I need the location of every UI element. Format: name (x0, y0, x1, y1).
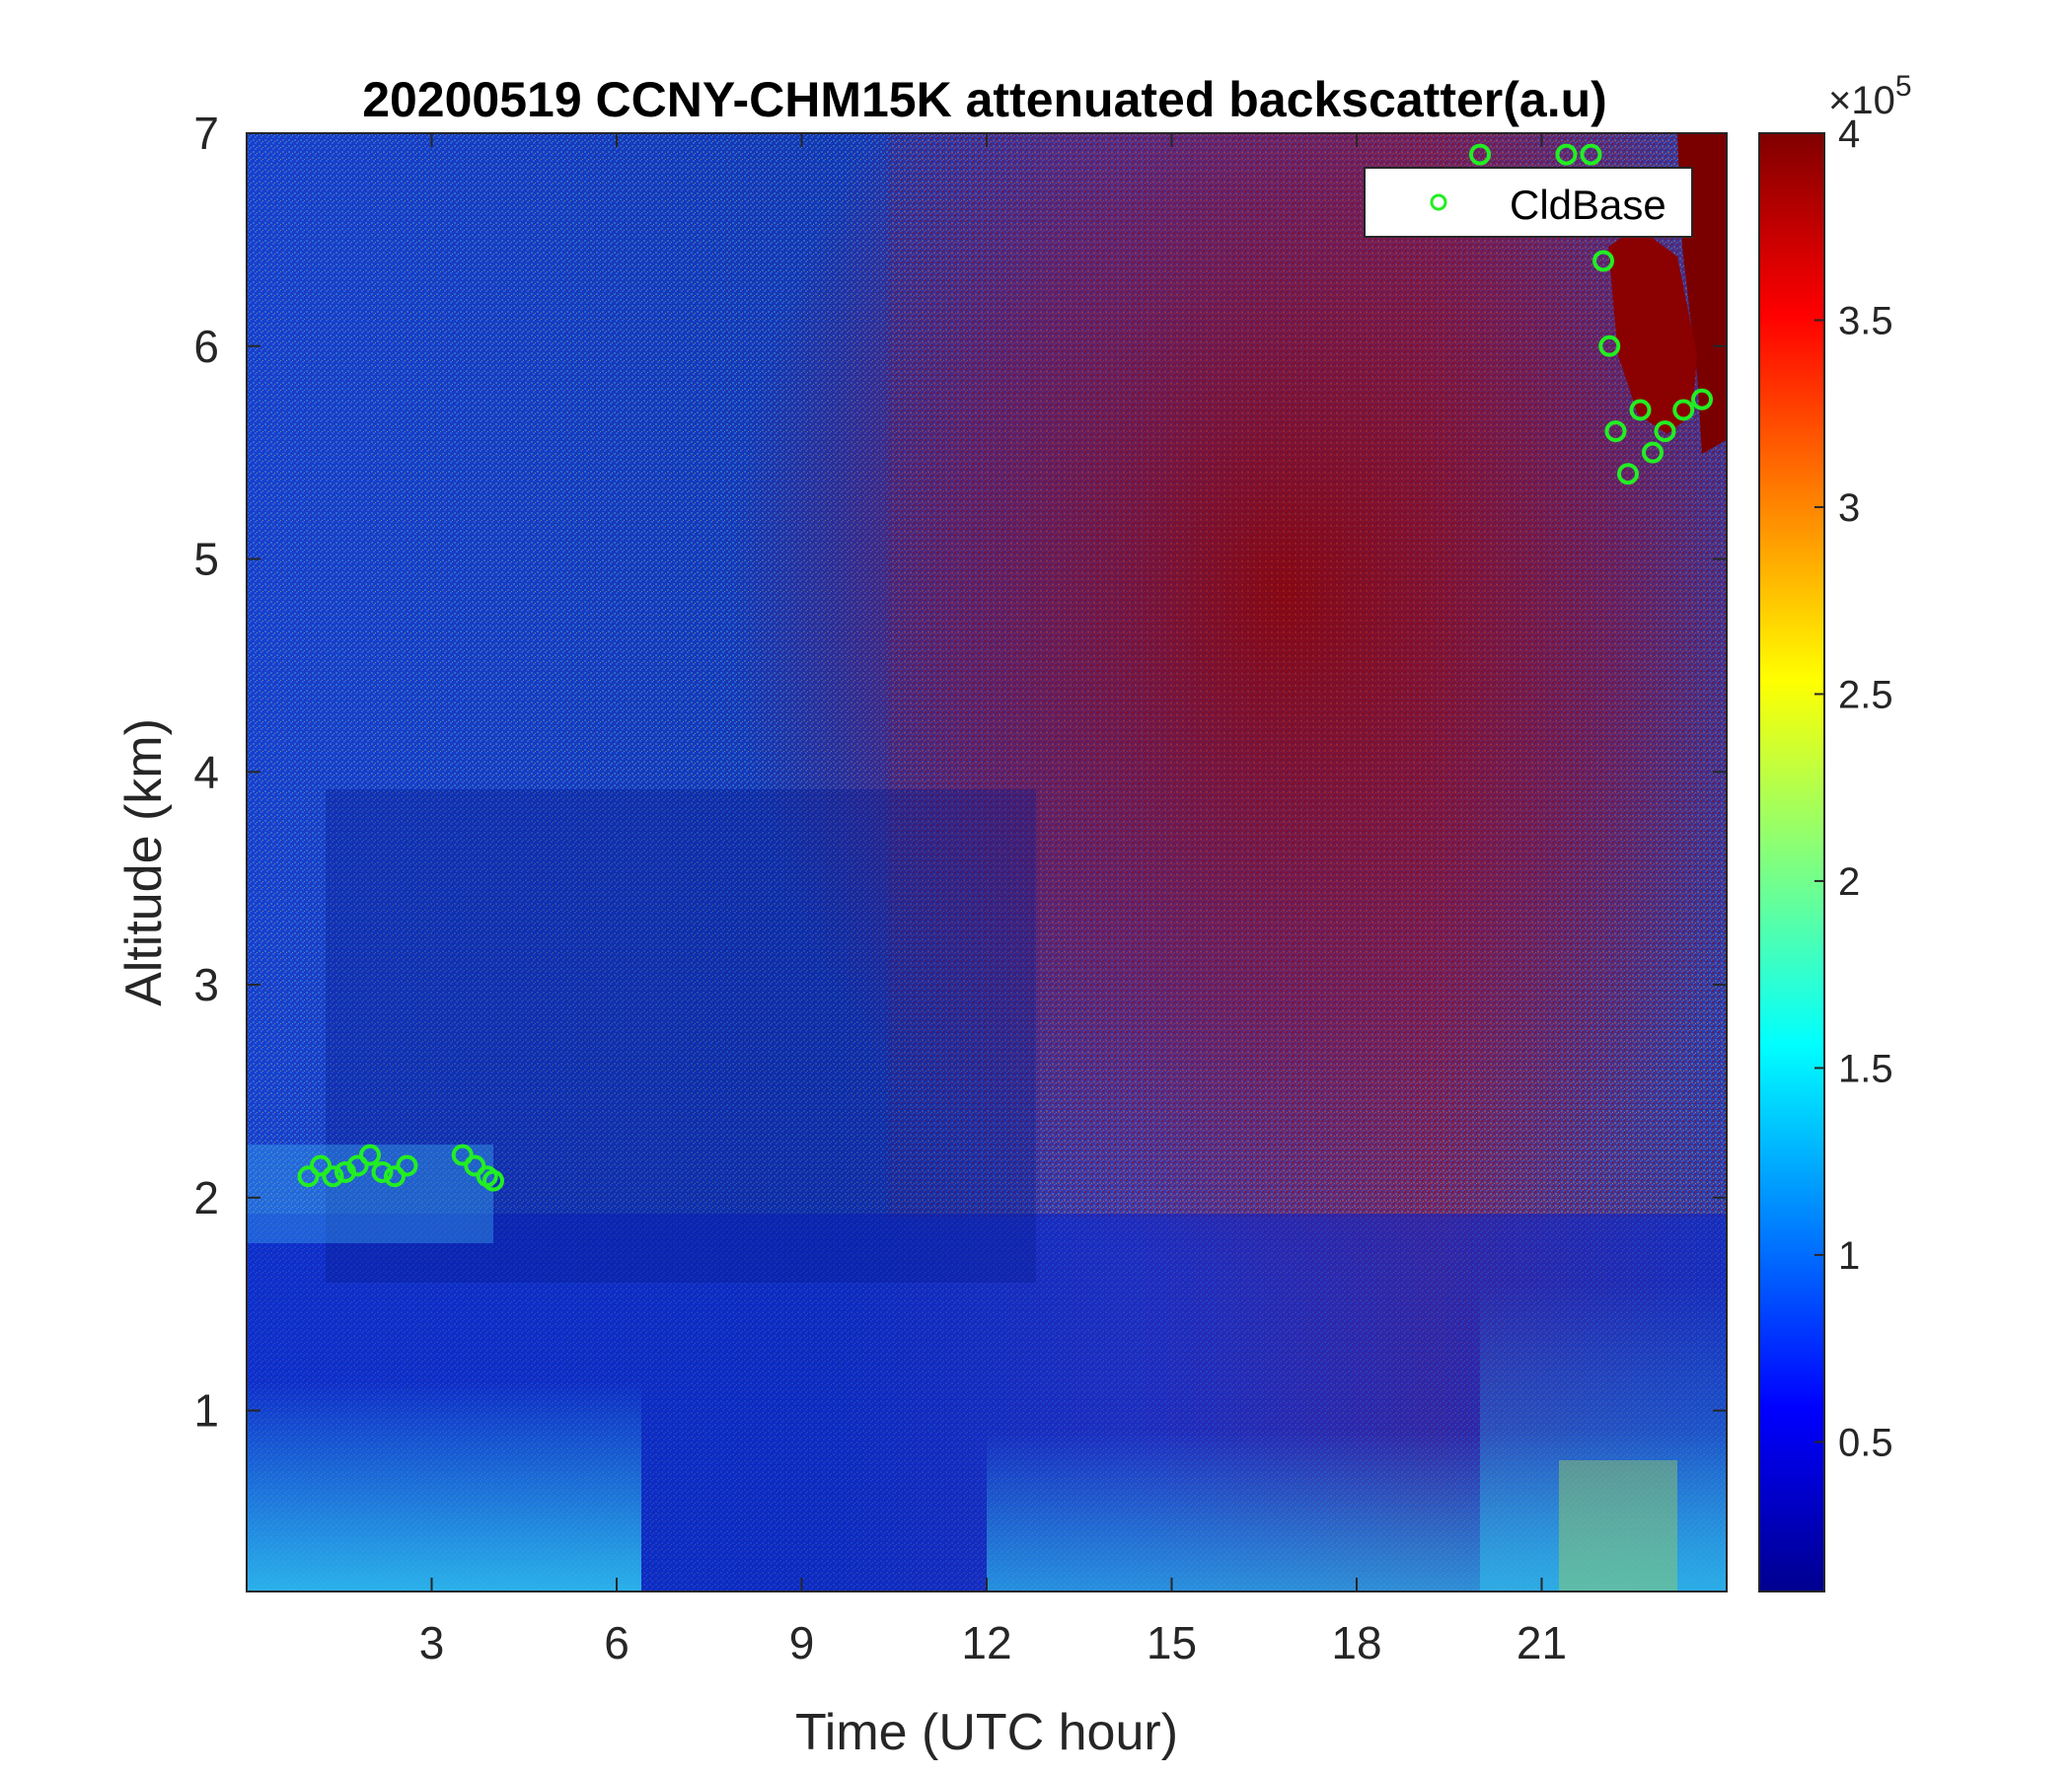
legend: CldBase (1364, 167, 1693, 238)
y-tick-label: 4 (193, 746, 219, 797)
colorbar-gradient (1759, 133, 1824, 1591)
cloud-base-point (384, 1165, 406, 1188)
cloud-base-point (310, 1154, 332, 1177)
cloud-base-point (346, 1154, 369, 1177)
y-tick-label: 7 (193, 108, 219, 159)
heatmap (247, 133, 1727, 1591)
cloud-base-point (322, 1165, 344, 1188)
cloud-base-point (1654, 420, 1676, 443)
cloud-base-point (1469, 143, 1491, 166)
colorbar-tick-label: 1 (1838, 1234, 1860, 1278)
y-axis-label: Altitude (km) (115, 718, 173, 1006)
cloud-base-point (464, 1154, 486, 1177)
cloud-base-point (1592, 250, 1614, 272)
colorbar-tick-label: 0.5 (1838, 1421, 1893, 1464)
cloud-base-point (396, 1154, 418, 1177)
cloud-base-point (1672, 399, 1695, 421)
x-axis-label: Time (UTC hour) (795, 1704, 1178, 1761)
colorbar-ticks: 0.5 1 1.5 2 2.5 3 3.5 4 (1814, 112, 1893, 1464)
chart-title: 20200519 CCNY-CHM15K attenuated backscat… (362, 72, 1607, 127)
x-tick-label: 9 (789, 1617, 815, 1668)
cloud-base-point (1580, 143, 1602, 166)
cloud-base-point (1555, 143, 1578, 166)
x-axis-ticks: 3 6 9 12 15 18 21 (419, 133, 1567, 1668)
colorbar-tick-label: 3 (1838, 486, 1860, 530)
legend-entry: CldBase (1510, 182, 1666, 228)
colorbar-tick-label: 2 (1838, 860, 1860, 904)
cloud-base-point (371, 1160, 394, 1183)
x-tick-label: 15 (1147, 1617, 1197, 1668)
x-tick-label: 3 (419, 1617, 445, 1668)
colorbar-tick-label: 2.5 (1838, 673, 1893, 716)
y-tick-label: 1 (193, 1385, 219, 1437)
cloud-base-point (1629, 399, 1652, 421)
colorbar: 0.5 1 1.5 2 2.5 3 3.5 4 ×105 (1758, 70, 1912, 1592)
colorbar-tick-label: 1.5 (1838, 1047, 1893, 1090)
x-tick-label: 12 (961, 1617, 1011, 1668)
cloud-base-point (1642, 441, 1664, 464)
x-tick-label: 18 (1331, 1617, 1381, 1668)
colorbar-exponent: ×105 (1828, 70, 1912, 122)
y-tick-label: 6 (193, 321, 219, 372)
legend-box (1364, 167, 1693, 238)
x-tick-label: 6 (604, 1617, 629, 1668)
colorbar-tick-label: 3.5 (1838, 299, 1893, 342)
cloud-base-point (451, 1144, 474, 1166)
cloud-base-point (482, 1169, 504, 1192)
x-tick-label: 21 (1517, 1617, 1567, 1668)
colorbar-tick-label: 4 (1838, 112, 1860, 156)
cloud-base-point (297, 1165, 320, 1188)
y-tick-label: 5 (193, 534, 219, 585)
cloud-base-point (1598, 334, 1621, 357)
cloud-base-point (1604, 420, 1627, 443)
cloud-base-point (1691, 388, 1713, 410)
legend-marker-icon (1430, 193, 1447, 211)
y-axis-ticks: 1 2 3 4 5 6 7 (193, 108, 1727, 1437)
y-tick-label: 2 (193, 1172, 219, 1223)
colorbar-frame (1758, 132, 1825, 1592)
cloud-base-point (359, 1144, 381, 1166)
y-tick-label: 3 (193, 959, 219, 1010)
cloud-base-point (1617, 463, 1639, 485)
